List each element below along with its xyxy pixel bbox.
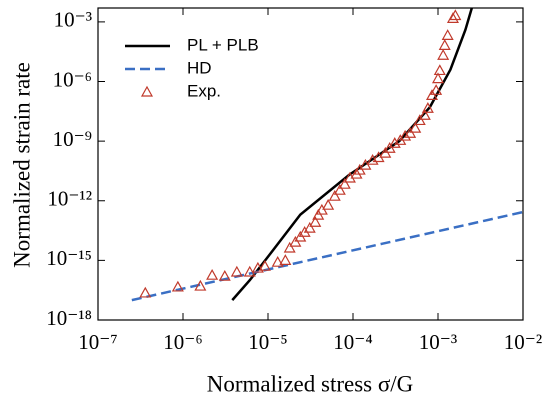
data-point <box>283 241 296 253</box>
data-point <box>206 268 219 280</box>
x-axis-label: Normalized stress σ/G <box>207 371 414 396</box>
x-tick-label: 10⁻⁶ <box>163 330 202 354</box>
legend-swatch <box>140 85 154 97</box>
data-point <box>230 265 243 277</box>
data-point <box>289 235 302 247</box>
data-point <box>388 137 401 148</box>
plot-frame <box>97 7 524 321</box>
data-point <box>409 121 422 133</box>
data-point <box>279 254 292 265</box>
x-tick-label: 10⁻⁷ <box>78 330 117 354</box>
data-point <box>441 29 454 40</box>
data-point <box>437 48 450 60</box>
data-point <box>258 259 271 271</box>
data-point <box>418 109 431 120</box>
y-tick-label: 10⁻¹² <box>47 187 92 211</box>
data-point <box>328 189 341 201</box>
data-point <box>171 280 184 292</box>
data-point <box>421 102 434 113</box>
y-tick-label: 10⁻⁹ <box>53 127 92 151</box>
data-point <box>438 39 451 50</box>
x-tick-label: 10⁻³ <box>419 330 457 354</box>
data-point <box>251 261 264 273</box>
data-point <box>218 269 231 281</box>
x-tick-label: 10⁻² <box>504 330 542 354</box>
data-point <box>303 221 316 233</box>
y-axis-label: Normalized strain rate <box>9 62 34 268</box>
legend-label: PL + PLB <box>187 35 259 54</box>
data-point <box>430 84 443 95</box>
series-line <box>131 210 523 302</box>
y-tick-label: 10⁻¹⁸ <box>46 306 92 330</box>
data-point <box>194 279 207 291</box>
data-point <box>446 12 459 23</box>
data-point <box>322 198 335 210</box>
x-tick-label: 10⁻⁴ <box>333 330 372 354</box>
data-point <box>413 114 426 126</box>
legend-label: HD <box>187 58 212 77</box>
data-point <box>271 255 284 267</box>
data-point <box>449 9 462 21</box>
y-tick-label: 10⁻³ <box>54 8 92 32</box>
data-point <box>309 216 322 227</box>
legend-label: Exp. <box>187 81 221 100</box>
series-line <box>231 8 474 301</box>
y-tick-label: 10⁻¹⁵ <box>46 246 92 270</box>
x-tick-label: 10⁻⁵ <box>248 330 287 354</box>
data-point <box>338 177 351 189</box>
data-point <box>433 64 446 76</box>
data-point <box>243 265 256 277</box>
data-point <box>399 129 412 141</box>
data-point <box>333 183 346 195</box>
y-tick-label: 10⁻⁶ <box>53 67 92 91</box>
data-point <box>431 72 445 84</box>
data-point <box>139 286 152 298</box>
